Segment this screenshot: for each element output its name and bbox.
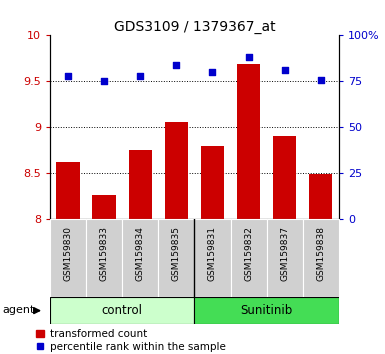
Text: Sunitinib: Sunitinib [241,304,293,317]
Text: GSM159837: GSM159837 [280,226,289,281]
Text: GSM159830: GSM159830 [64,226,73,281]
Bar [129,150,152,219]
Title: GDS3109 / 1379367_at: GDS3109 / 1379367_at [114,21,275,34]
Bar [266,219,303,297]
Bar [165,122,188,219]
Point [318,77,324,82]
Bar [158,219,194,297]
Bar [194,297,339,324]
Bar [237,64,260,219]
Text: GSM159835: GSM159835 [172,226,181,281]
Bar [50,297,194,324]
Bar [92,195,116,219]
Point [246,55,252,60]
Bar [56,162,80,219]
Bar [231,219,266,297]
Bar [86,219,122,297]
Point [101,79,107,84]
Bar [303,219,339,297]
Text: GSM159831: GSM159831 [208,226,217,281]
Bar [194,219,231,297]
Point [65,73,71,79]
Bar [273,136,296,219]
Text: agent: agent [3,305,35,315]
Text: GSM159838: GSM159838 [316,226,325,281]
Bar [50,219,86,297]
Text: control: control [102,304,143,317]
Point [173,62,179,68]
Point [281,68,288,73]
Point [209,69,216,75]
Bar [201,146,224,219]
Text: GSM159832: GSM159832 [244,226,253,281]
Text: GSM159833: GSM159833 [100,226,109,281]
Text: GSM159834: GSM159834 [136,226,145,281]
Legend: transformed count, percentile rank within the sample: transformed count, percentile rank withi… [36,329,226,352]
Point [137,73,143,79]
Bar [309,175,333,219]
Bar [122,219,158,297]
